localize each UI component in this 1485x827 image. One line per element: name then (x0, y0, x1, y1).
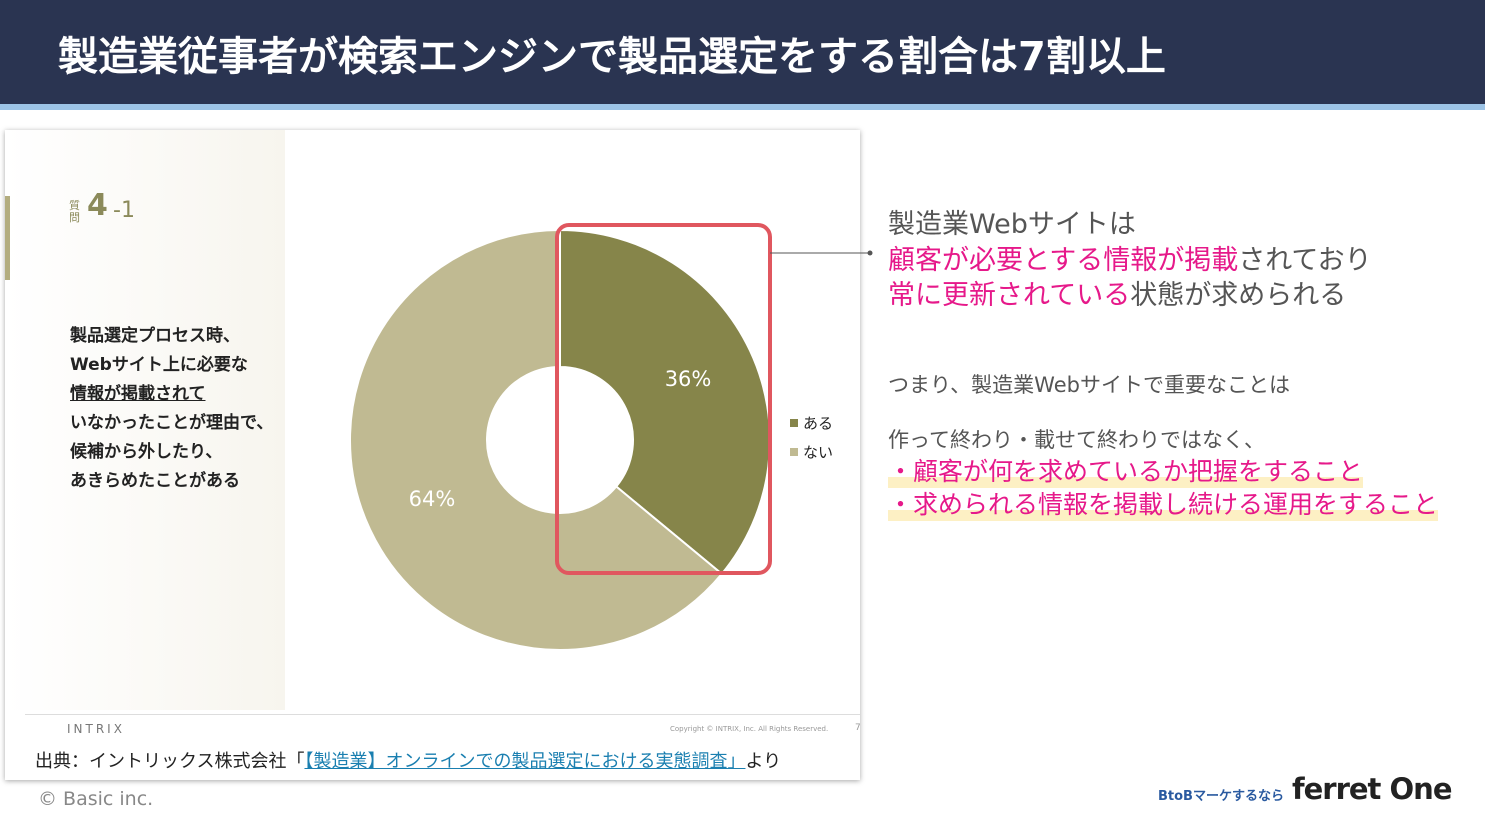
page-number: 7 (855, 723, 860, 733)
connector-dot (867, 250, 873, 256)
question-sub: -1 (113, 198, 135, 223)
value-label: 64% (409, 487, 456, 511)
point: ・求められる情報を掲載し続ける運用をすること (888, 485, 1439, 521)
legend-label: ある (803, 415, 833, 433)
legend-label: ない (803, 444, 833, 462)
legend-swatch (790, 419, 798, 427)
source-link[interactable]: 【製造業】オンラインでの製品選定における実態調査」 (304, 751, 746, 772)
slide-title: 製造業従事者が検索エンジンで製品選定をする割合は7割以上 (58, 34, 1166, 80)
donut-segment (559, 228, 771, 576)
question-text: 製品選定プロセス時、 Webサイト上に必要な 情報が掲載されていなかったことが理由で… (70, 322, 273, 496)
copyright: Copyright © INTRIX, Inc. All Rights Rese… (670, 725, 829, 733)
value-label: 36% (665, 367, 712, 391)
message-lead: 製造業Webサイトは (888, 209, 1136, 240)
message-line: 常に更新されている状態が求められる (888, 273, 1346, 312)
text: されており (1238, 245, 1372, 276)
description-line: いなかったことが理由で、 (70, 413, 274, 433)
description-line: 製品選定プロセス時、 (70, 326, 240, 346)
description-line: 候補から外したり、 (70, 442, 223, 462)
description-line: Webサイト上に必要な (70, 355, 248, 375)
highlight-box (555, 223, 772, 575)
card-strip (5, 130, 285, 710)
footer-logo: ferret One (1292, 772, 1452, 806)
description-line: あきらめたことがある (70, 471, 240, 491)
source: 出典：イントリックス株式会社「【製造業】オンラインでの製品選定における実態調査」… (35, 747, 781, 773)
accent: 顧客が必要とする情報が掲載 (888, 245, 1239, 276)
accent: 常に更新されている (888, 280, 1131, 311)
question-number: 4 (87, 188, 108, 223)
accent-bar (5, 196, 10, 280)
message-line: 顧客が必要とする情報が掲載されており (888, 238, 1372, 277)
description-line: 情報が掲載されて (70, 384, 206, 404)
source-suffix: より (745, 751, 782, 772)
text: 状態が求められる (1130, 280, 1347, 311)
source-prefix: 出典：イントリックス株式会社「 (35, 751, 305, 772)
footer-tagline: BtoBマーケするなら (1158, 789, 1284, 804)
question-label: 質問 (69, 199, 80, 224)
header-bar (0, 0, 1485, 110)
brand: INTRIX (67, 722, 125, 736)
summary: つまり、製造業Webサイトで重要なことは (888, 373, 1290, 397)
footer-copyright: © Basic inc. (38, 788, 154, 810)
donut-segment (349, 228, 724, 651)
intro: 作って終わり・載せて終わりではなく、 (888, 428, 1265, 452)
legend-swatch (790, 448, 798, 456)
point: ・顧客が何を求めているか把握をすること (888, 452, 1364, 488)
divider (25, 714, 860, 715)
